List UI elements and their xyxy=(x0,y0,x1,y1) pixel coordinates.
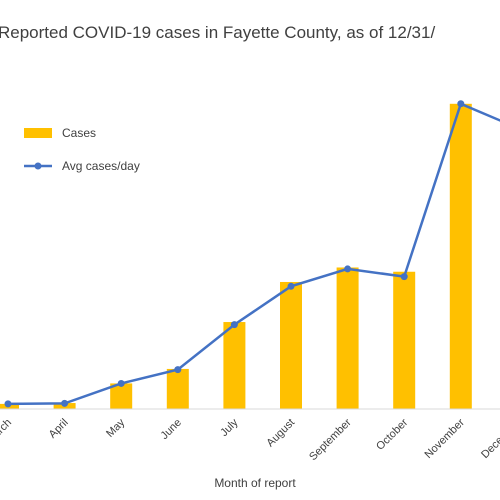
x-tick-october: October xyxy=(374,416,410,452)
legend: Cases Avg cases/day xyxy=(24,126,140,173)
bar-may xyxy=(110,383,133,409)
x-tick-july: July xyxy=(218,416,241,439)
bar-july xyxy=(223,322,246,409)
bar-september xyxy=(336,267,359,409)
legend-label-avg: Avg cases/day xyxy=(62,159,140,173)
x-tick-june: June xyxy=(159,417,184,442)
bar-june xyxy=(166,368,189,409)
x-tick-november: November xyxy=(423,416,468,461)
line-series-group xyxy=(4,100,500,408)
avg-point-april xyxy=(61,399,69,407)
bar-october xyxy=(393,271,416,409)
bars-group xyxy=(0,103,472,410)
x-tick-labels: March April May June July August September Octo… xyxy=(0,416,500,463)
avg-point-may xyxy=(117,379,125,387)
x-tick-may: May xyxy=(104,416,128,440)
bar-november xyxy=(449,103,472,410)
avg-point-august xyxy=(287,282,295,290)
x-tick-september: September xyxy=(307,416,354,463)
x-tick-april: April xyxy=(47,417,71,441)
avg-point-october xyxy=(400,273,408,281)
bar-august xyxy=(280,281,302,409)
legend-marker-avg xyxy=(34,162,42,170)
x-tick-december: December xyxy=(479,416,500,461)
x-tick-march: March xyxy=(0,417,14,447)
chart-title: Reported COVID-19 cases in Fayette Count… xyxy=(0,23,435,42)
legend-label-cases: Cases xyxy=(62,126,96,140)
avg-point-november xyxy=(457,100,465,108)
x-tick-august: August xyxy=(264,417,297,450)
avg-point-september xyxy=(344,265,352,273)
avg-point-july xyxy=(230,321,238,329)
avg-point-march xyxy=(4,400,12,408)
avg-cases-line xyxy=(7,102,500,406)
legend-swatch-cases xyxy=(24,128,52,138)
x-axis-label: Month of report xyxy=(214,476,296,490)
avg-point-june xyxy=(174,366,182,374)
